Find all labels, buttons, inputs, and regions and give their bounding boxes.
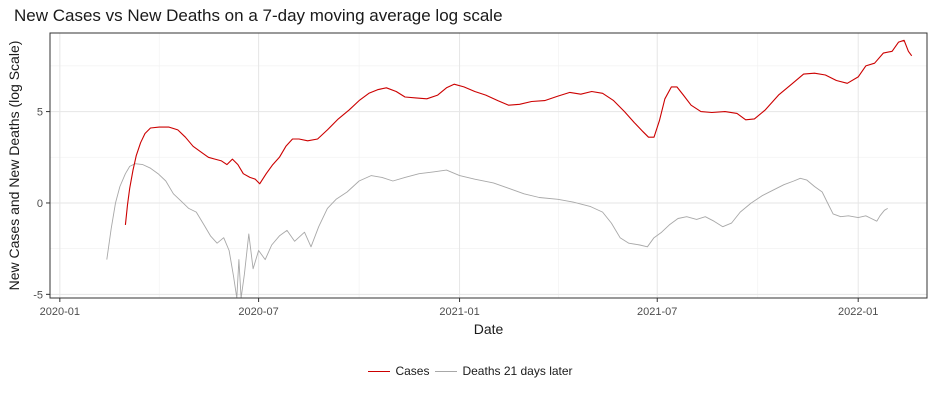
axis-ticks (46, 111, 859, 302)
series-layer (106, 39, 913, 298)
legend-item-deaths: Deaths 21 days later (435, 364, 573, 378)
y-tick-label: 5 (37, 107, 43, 119)
legend-item-cases: Cases (368, 364, 429, 378)
legend-key-cases (368, 370, 391, 372)
chart-title: New Cases vs New Deaths on a 7-day movin… (14, 6, 503, 25)
major-gridlines (50, 33, 927, 298)
tick-labels: -5 0 5 2020-01 2020-07 2021-01 2021-07 2022-01 (33, 107, 878, 318)
x-tick-label: 2020-07 (238, 306, 278, 318)
plot-panel-border (49, 32, 928, 299)
legend-label-deaths: Deaths 21 days later (462, 364, 573, 378)
y-tick-label: -5 (33, 289, 43, 301)
legend-label-cases: Cases (395, 364, 430, 378)
x-tick-label: 2021-01 (439, 306, 479, 318)
y-axis-title: New Cases and New Deaths (log Scale) (6, 41, 22, 291)
y-tick-label: 0 (37, 198, 43, 210)
series-line-cases (124, 39, 913, 225)
x-tick-label: 2021-07 (637, 306, 677, 318)
series-line-deaths (106, 163, 888, 298)
x-axis-title: Date (474, 321, 504, 337)
x-tick-label: 2020-01 (40, 306, 80, 318)
legend: Cases Deaths 21 days later (0, 364, 941, 378)
minor-gridlines (50, 33, 927, 298)
x-tick-label: 2022-01 (838, 306, 878, 318)
legend-key-deaths (435, 370, 458, 372)
